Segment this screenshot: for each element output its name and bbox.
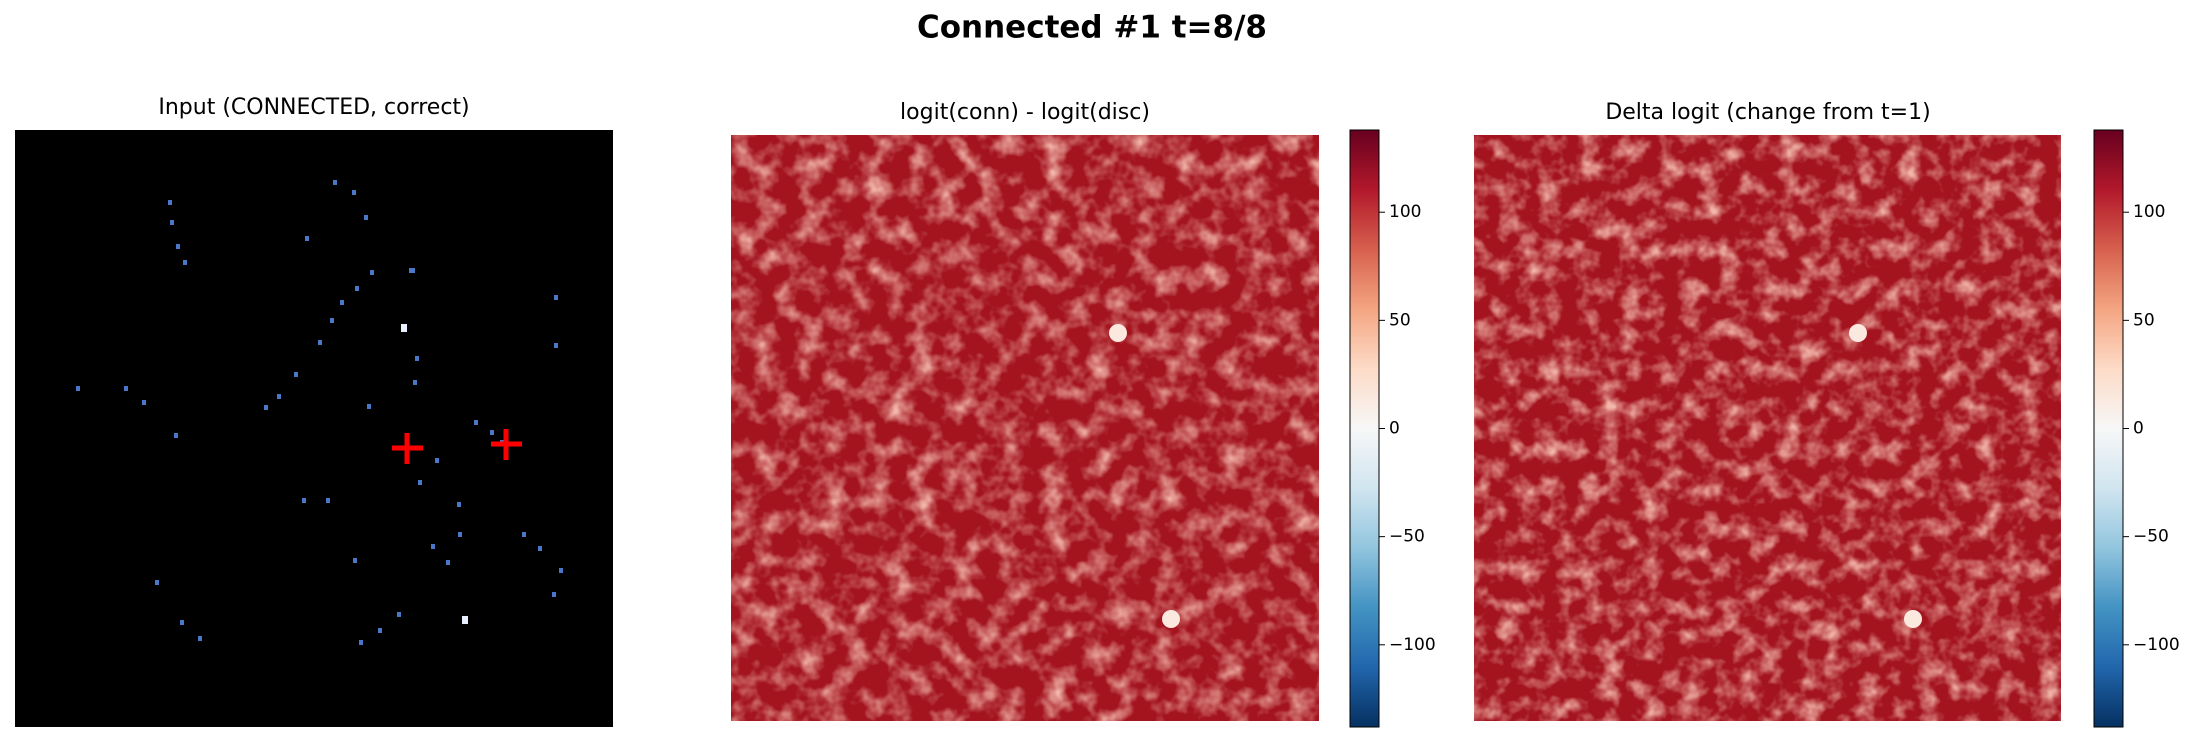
figure-title: Connected #1 t=8/8: [917, 10, 1267, 46]
tick-label: 100: [1389, 202, 1421, 222]
tick-label: −50: [1389, 527, 1425, 547]
tick-label: 50: [2133, 310, 2155, 330]
panel-title: logit(conn) - logit(disc): [900, 100, 1150, 125]
heatmap-image: [1474, 135, 2061, 721]
input-image: [15, 130, 613, 727]
tick-label: 0: [1389, 419, 1400, 439]
panel-title: Input (CONNECTED, correct): [158, 95, 469, 120]
tick-label: 0: [2133, 419, 2144, 439]
heatmap-image: [731, 135, 1319, 721]
tick-label: −50: [2133, 527, 2169, 547]
tick-label: 50: [1389, 310, 1411, 330]
tick-label: −100: [1389, 635, 1436, 655]
tick-label: 100: [2133, 202, 2165, 222]
colorbar: [1349, 129, 1380, 728]
panel-title: Delta logit (change from t=1): [1605, 100, 1930, 125]
tick-label: −100: [2133, 635, 2180, 655]
colorbar: [2093, 129, 2124, 728]
